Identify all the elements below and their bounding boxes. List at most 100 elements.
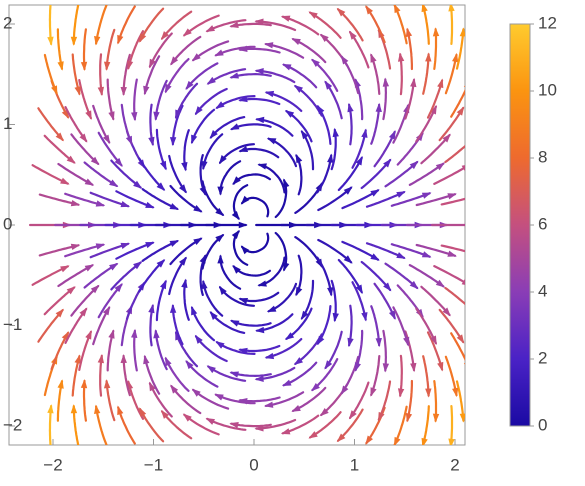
arrowhead bbox=[448, 5, 455, 12]
arrowhead bbox=[169, 203, 180, 210]
arrowhead bbox=[164, 83, 172, 94]
arrowhead bbox=[421, 251, 432, 258]
arrowhead bbox=[229, 21, 239, 29]
arrowhead bbox=[448, 438, 455, 445]
arrowhead bbox=[461, 165, 465, 172]
arrowhead bbox=[375, 102, 382, 112]
arrowhead bbox=[148, 303, 155, 314]
arrowhead bbox=[218, 285, 227, 295]
y-tick-label: 2 bbox=[3, 13, 12, 32]
streamline bbox=[258, 163, 286, 194]
arrowhead bbox=[94, 36, 101, 46]
arrowhead bbox=[388, 310, 396, 320]
arrowhead bbox=[218, 155, 227, 165]
arrowhead bbox=[229, 421, 239, 429]
arrowhead bbox=[103, 379, 111, 389]
arrowhead bbox=[397, 388, 405, 398]
arrowhead bbox=[308, 11, 318, 19]
arrowhead bbox=[425, 52, 432, 62]
streamline bbox=[444, 286, 465, 306]
arrowhead bbox=[160, 31, 169, 41]
arrowhead bbox=[405, 412, 413, 423]
arrowhead bbox=[403, 336, 410, 347]
arrowhead bbox=[238, 347, 248, 355]
arrowhead bbox=[266, 305, 277, 313]
arrowhead bbox=[300, 310, 309, 320]
arrowhead bbox=[143, 85, 150, 96]
arrowhead bbox=[370, 189, 380, 197]
arrowhead bbox=[95, 243, 106, 250]
arrowhead bbox=[291, 405, 301, 412]
arrowhead bbox=[217, 186, 224, 196]
arrowhead bbox=[103, 61, 111, 71]
arrowhead bbox=[131, 111, 138, 122]
arrowhead bbox=[156, 259, 166, 268]
y-tick-label: −2 bbox=[3, 415, 22, 434]
arrowhead bbox=[120, 242, 131, 249]
colorbar-tick-label: 4 bbox=[538, 281, 547, 300]
arrowhead bbox=[85, 110, 92, 120]
arrowhead bbox=[182, 413, 192, 422]
arrowhead bbox=[148, 136, 155, 147]
x-tick-label: −2 bbox=[43, 455, 62, 474]
arrowhead bbox=[175, 109, 182, 120]
arrowhead bbox=[209, 129, 218, 139]
arrowhead bbox=[405, 27, 413, 38]
x-tick-label: 2 bbox=[450, 455, 459, 474]
arrowhead bbox=[108, 329, 115, 339]
arrowhead bbox=[145, 201, 155, 209]
arrowhead bbox=[159, 279, 167, 290]
arrowhead bbox=[217, 254, 224, 264]
arrowhead bbox=[295, 286, 303, 297]
arrowhead bbox=[254, 68, 264, 75]
arrowhead bbox=[469, 135, 478, 143]
arrowhead bbox=[153, 329, 160, 339]
arrowhead bbox=[145, 241, 155, 249]
arrowhead bbox=[214, 393, 224, 401]
arrowhead bbox=[295, 153, 303, 164]
arrowhead bbox=[409, 280, 419, 290]
arrowhead bbox=[442, 307, 451, 317]
arrowhead bbox=[396, 191, 406, 198]
x-tick-label: −1 bbox=[144, 455, 163, 474]
arrowhead bbox=[206, 76, 216, 85]
arrowhead bbox=[361, 312, 368, 322]
arrowhead bbox=[126, 60, 134, 71]
arrowhead bbox=[178, 184, 187, 194]
arrowhead bbox=[185, 80, 194, 90]
arrowhead bbox=[355, 155, 363, 166]
arrowhead bbox=[169, 137, 177, 147]
arrowhead bbox=[238, 297, 249, 305]
arrowhead bbox=[193, 237, 203, 246]
arrowhead bbox=[383, 158, 392, 168]
arrowhead bbox=[97, 86, 105, 97]
arrowhead bbox=[55, 132, 64, 142]
arrowhead bbox=[201, 160, 208, 171]
arrowhead bbox=[139, 407, 147, 417]
arrowhead bbox=[332, 127, 339, 138]
arrowhead bbox=[70, 243, 81, 251]
arrowhead bbox=[316, 104, 325, 115]
arrowhead bbox=[280, 15, 291, 22]
arrowhead bbox=[336, 433, 346, 443]
arrowhead bbox=[319, 407, 329, 417]
arrowhead bbox=[284, 110, 295, 118]
arrowhead bbox=[254, 425, 264, 432]
arrowhead bbox=[354, 362, 361, 372]
arrowhead bbox=[383, 282, 392, 292]
arrowhead bbox=[108, 111, 115, 121]
arrowhead bbox=[410, 77, 417, 88]
arrowhead bbox=[232, 264, 241, 274]
arrowhead bbox=[254, 375, 264, 382]
arrowhead bbox=[442, 133, 451, 143]
arrowhead bbox=[308, 431, 318, 439]
arrowhead bbox=[170, 56, 179, 66]
arrowhead bbox=[231, 211, 240, 221]
arrowhead bbox=[74, 354, 81, 364]
arrowhead bbox=[114, 283, 123, 293]
arrowhead bbox=[370, 253, 380, 261]
arrowhead bbox=[255, 326, 265, 334]
arrowhead bbox=[437, 361, 444, 372]
arrowhead bbox=[456, 106, 465, 116]
arrowhead bbox=[238, 397, 248, 405]
